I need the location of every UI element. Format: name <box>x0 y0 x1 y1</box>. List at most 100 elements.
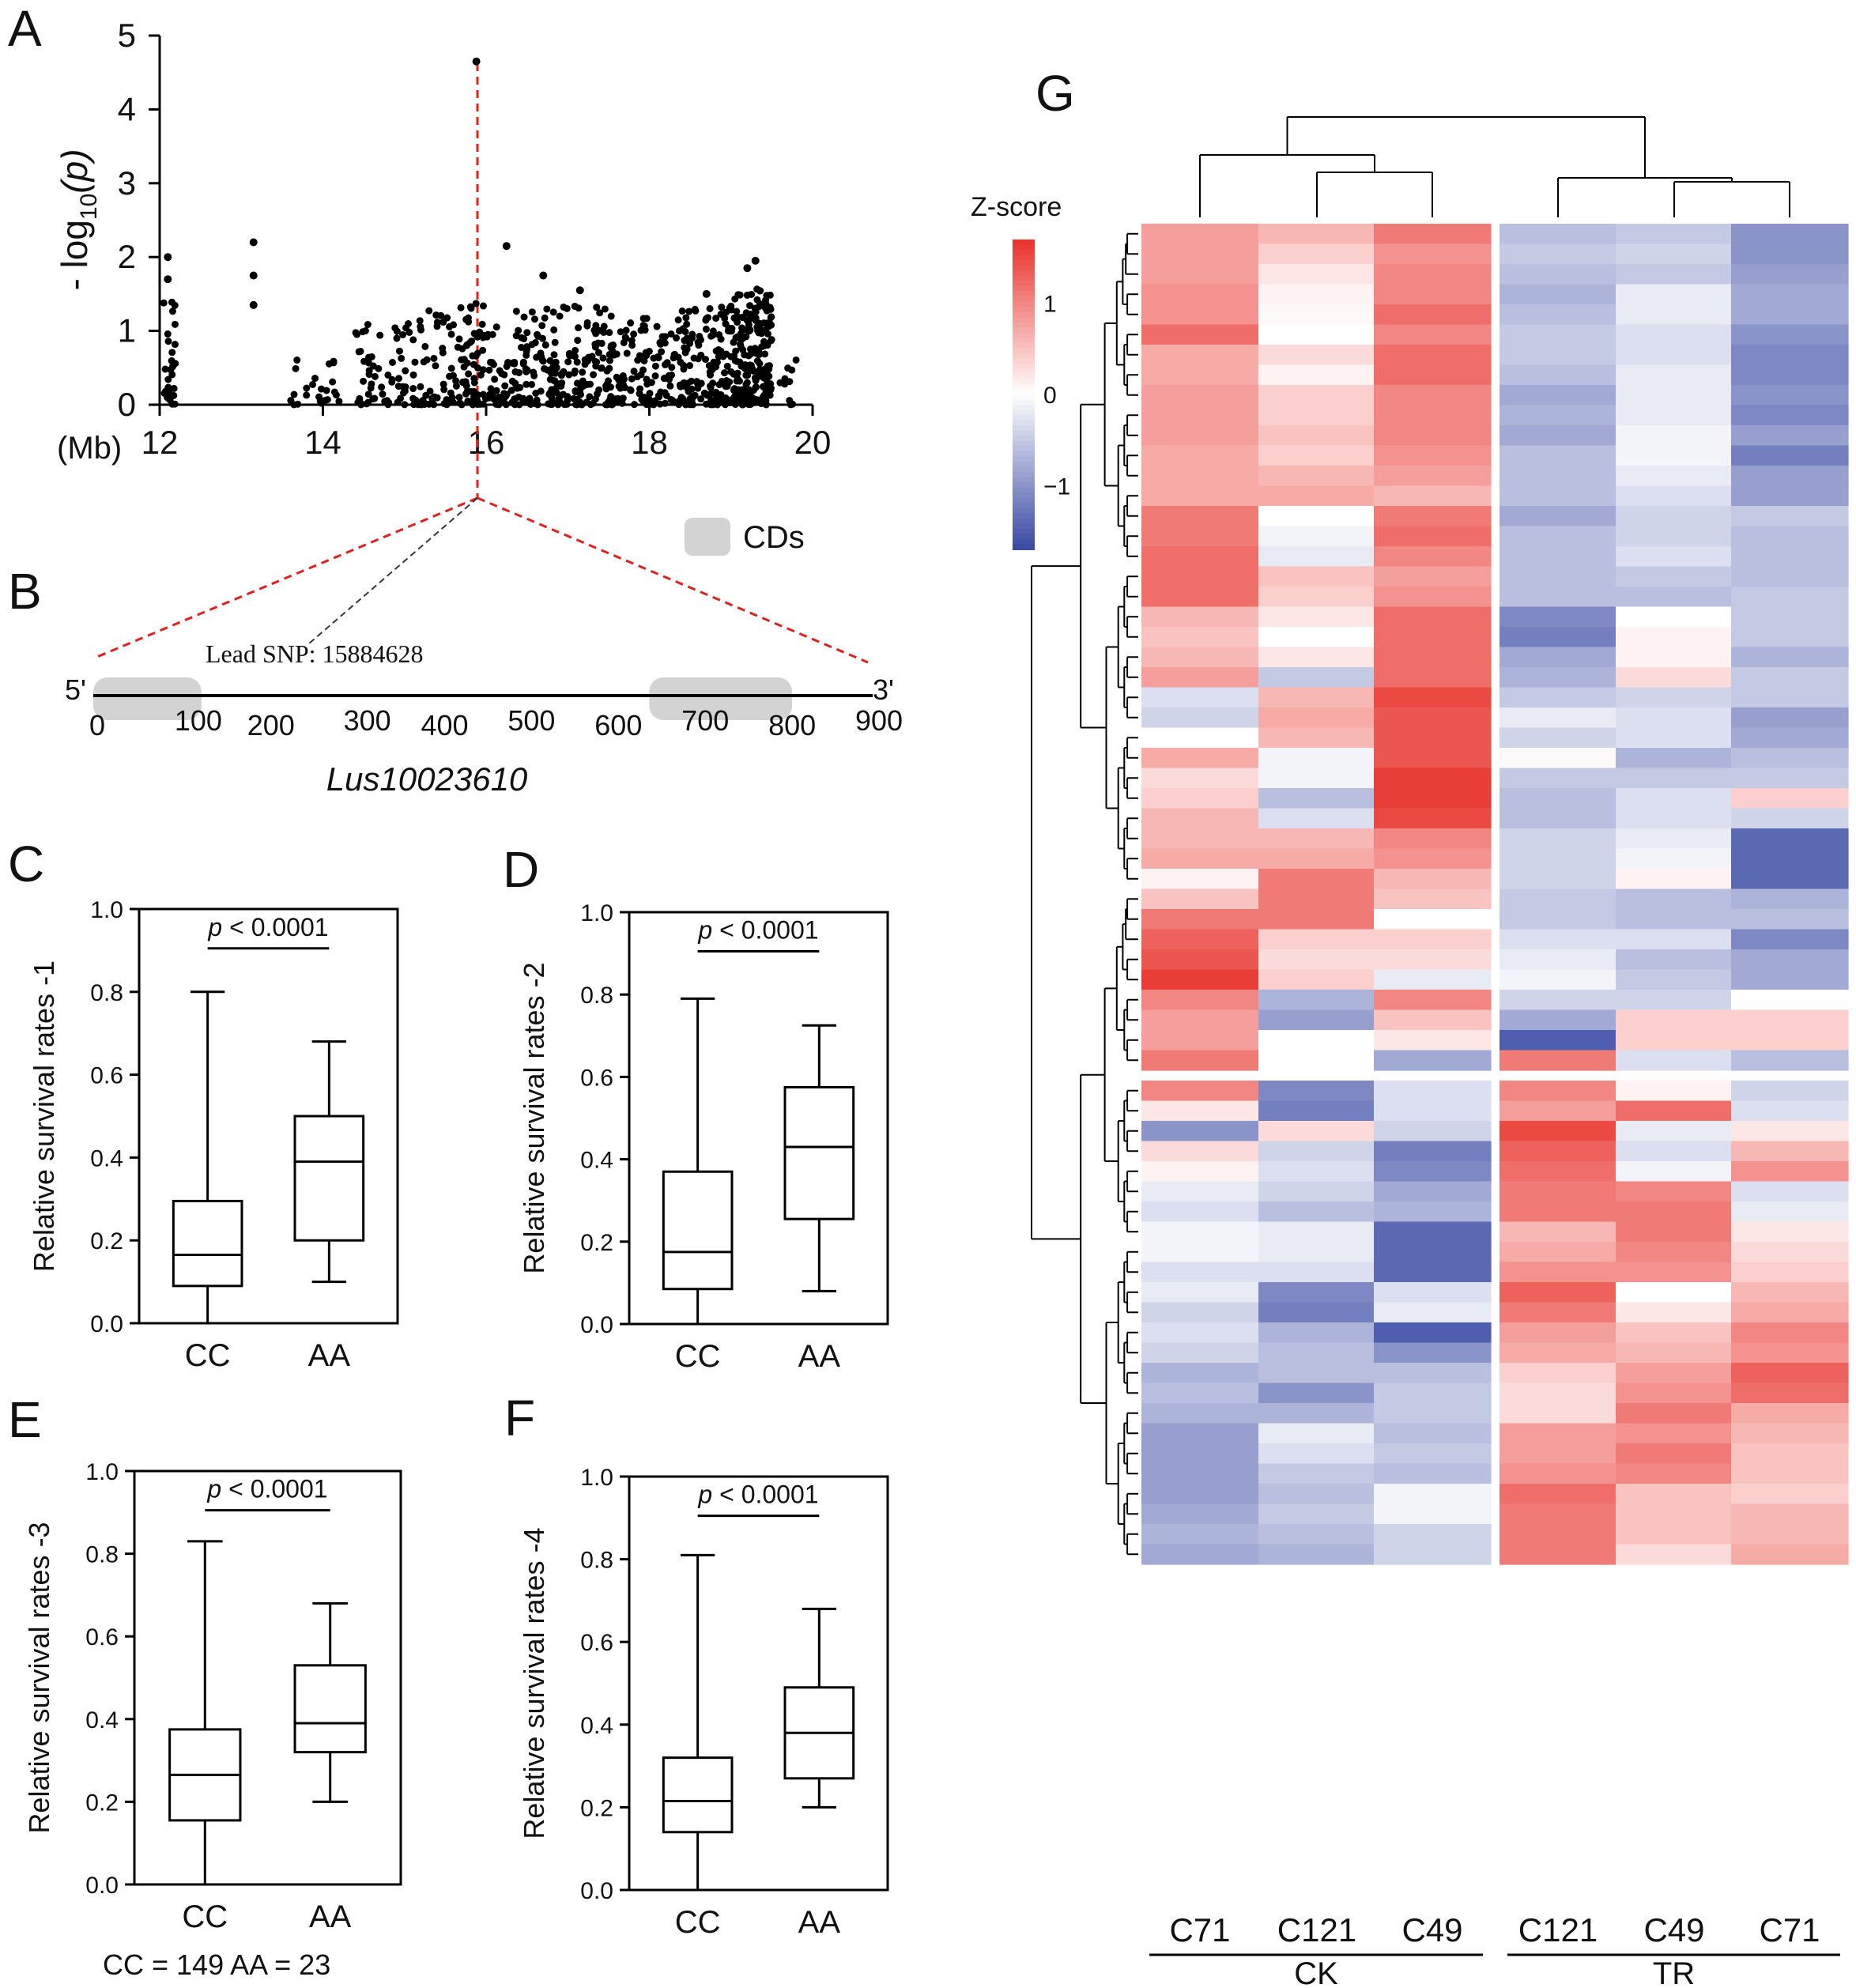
snp-point <box>615 375 623 383</box>
heatmap-cell <box>1374 748 1492 769</box>
gene-tick-label: 0 <box>89 709 105 741</box>
five-prime-label: 5' <box>65 673 86 706</box>
snp-point <box>316 397 324 405</box>
heatmap-cell <box>1141 1050 1259 1071</box>
heatmap-cell <box>1616 1262 1733 1283</box>
heatmap-cell <box>1141 1443 1259 1465</box>
snp-point <box>686 362 694 370</box>
heatmap-cell <box>1374 1030 1492 1051</box>
snp-point <box>730 370 737 378</box>
snp-point <box>622 326 630 334</box>
snp-point <box>685 387 692 395</box>
snp-point <box>388 378 396 386</box>
snp-point <box>457 304 465 311</box>
snp-point <box>746 315 754 323</box>
snp-point <box>738 314 746 322</box>
snp-point <box>678 307 686 315</box>
snp-point <box>399 330 407 338</box>
heatmap-cell <box>1258 224 1376 245</box>
colorbar-step <box>1013 451 1035 458</box>
snp-point <box>639 366 647 374</box>
snp-point <box>786 397 794 405</box>
y-label-var: (p) <box>54 149 95 193</box>
heatmap-cell <box>1616 385 1733 406</box>
heatmap-cell <box>1616 466 1733 487</box>
x-tick-label: 14 <box>304 424 341 461</box>
x-tick-label: 12 <box>141 424 179 461</box>
heatmap-cell <box>1141 888 1259 910</box>
heatmap-cell <box>1141 929 1259 950</box>
heatmap-cell <box>1616 1423 1733 1444</box>
heatmap-cell <box>1141 1081 1259 1102</box>
heatmap-cell <box>1616 1121 1733 1142</box>
heatmap-cell <box>1500 466 1617 487</box>
snp-point <box>758 372 766 380</box>
heatmap-cell <box>1141 324 1259 345</box>
snp-point <box>549 308 557 316</box>
snp-point <box>452 377 460 385</box>
manhattan-unit-label: (Mb) <box>57 431 122 466</box>
heatmap-cell <box>1141 526 1259 547</box>
snp-point <box>752 376 760 384</box>
snp-point <box>727 353 735 360</box>
snp-point <box>541 364 549 372</box>
snp-point <box>600 323 608 330</box>
heatmap-cell <box>1731 405 1849 426</box>
snp-point <box>433 319 441 326</box>
snp-point <box>458 356 466 364</box>
heatmap-cell <box>1374 224 1492 245</box>
heatmap-cell <box>1731 445 1849 466</box>
snp-point <box>463 387 471 395</box>
heatmap-cell <box>1731 304 1849 326</box>
snp-point <box>548 401 556 409</box>
colorbar-step <box>1013 523 1035 530</box>
heatmap-cell <box>1500 1484 1617 1505</box>
y-tick-label: 0.6 <box>85 1624 119 1650</box>
y-tick-label: 0.4 <box>580 1148 613 1174</box>
heatmap-cell <box>1374 667 1492 688</box>
heatmap-cell <box>1374 324 1492 345</box>
heatmap-cell <box>1731 1242 1849 1263</box>
heatmap-cell <box>1374 1181 1492 1202</box>
snp-point <box>595 326 603 334</box>
heatmap-cell <box>1731 546 1849 568</box>
heatmap-cell <box>1374 587 1492 608</box>
snp-point <box>575 304 583 312</box>
snp-point <box>765 362 773 370</box>
snp-point <box>550 326 558 334</box>
heatmap-cell <box>1500 566 1617 587</box>
snp-point <box>455 335 463 343</box>
heatmap-cell <box>1731 1484 1849 1505</box>
snp-point <box>634 356 642 364</box>
heatmap-cell <box>1616 1100 1733 1122</box>
box-iqr <box>662 1756 734 1834</box>
snp-point <box>433 394 441 402</box>
heatmap-cell <box>1374 949 1492 971</box>
snp-point <box>668 364 676 372</box>
snp-point <box>528 308 536 316</box>
heatmap-cell <box>1258 284 1376 305</box>
snp-point <box>546 356 554 364</box>
snp-point <box>761 350 769 358</box>
heatmap-cell <box>1731 909 1849 930</box>
snp-point <box>511 395 519 403</box>
snp-point <box>718 304 726 311</box>
heatmap-cell <box>1731 1302 1849 1323</box>
heatmap-cell <box>1374 1161 1492 1183</box>
heatmap-cell <box>1374 929 1492 950</box>
heatmap-cell <box>1141 1100 1259 1122</box>
colorbar-step <box>1013 482 1035 489</box>
p-symbol: p <box>697 1481 712 1509</box>
heatmap-cell <box>1731 1342 1849 1364</box>
snp-point <box>746 326 754 334</box>
heatmap-cell <box>1500 1009 1617 1031</box>
snp-point <box>365 353 373 361</box>
heatmap-cell <box>1616 1009 1733 1031</box>
zoom-line-left <box>92 496 478 660</box>
heatmap-cell <box>1258 1484 1376 1505</box>
heatmap-cell <box>1374 385 1492 406</box>
panel-letter-e: E <box>8 1391 42 1448</box>
heatmap-cell <box>1258 425 1376 447</box>
heatmap-cell <box>1374 909 1492 930</box>
snp-point <box>587 380 594 388</box>
